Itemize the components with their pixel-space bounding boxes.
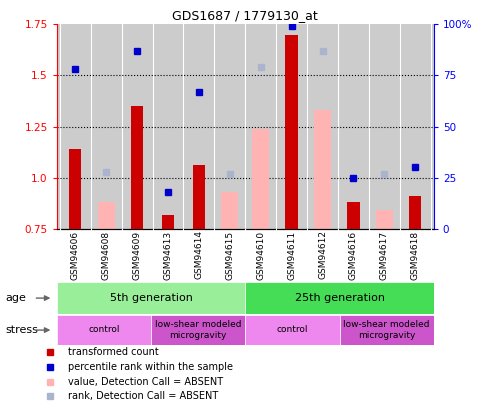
- Text: 25th generation: 25th generation: [294, 293, 385, 303]
- Bar: [98, 202, 115, 229]
- Bar: [221, 192, 238, 229]
- Bar: [57, 282, 245, 314]
- Text: control: control: [88, 325, 120, 335]
- Bar: [57, 315, 151, 345]
- Text: GSM94616: GSM94616: [349, 230, 358, 279]
- Text: low-shear modeled
microgravity: low-shear modeled microgravity: [155, 320, 242, 339]
- Text: GSM94614: GSM94614: [194, 230, 204, 279]
- Bar: [162, 215, 174, 229]
- Bar: [285, 34, 298, 229]
- Bar: [151, 315, 245, 345]
- Text: GSM94608: GSM94608: [102, 230, 110, 279]
- Text: GSM94609: GSM94609: [133, 230, 141, 279]
- Text: percentile rank within the sample: percentile rank within the sample: [68, 362, 233, 372]
- Text: stress: stress: [5, 325, 38, 335]
- Text: GSM94612: GSM94612: [318, 230, 327, 279]
- Text: GSM94606: GSM94606: [70, 230, 80, 279]
- Bar: [252, 129, 269, 229]
- Bar: [131, 106, 143, 229]
- Text: age: age: [5, 293, 26, 303]
- Bar: [69, 149, 81, 229]
- Text: rank, Detection Call = ABSENT: rank, Detection Call = ABSENT: [68, 391, 218, 401]
- Bar: [245, 282, 434, 314]
- Text: low-shear modeled
microgravity: low-shear modeled microgravity: [344, 320, 430, 339]
- Bar: [409, 196, 422, 229]
- Text: GSM94611: GSM94611: [287, 230, 296, 279]
- Text: control: control: [277, 325, 308, 335]
- Text: 5th generation: 5th generation: [109, 293, 192, 303]
- Text: GSM94613: GSM94613: [164, 230, 173, 279]
- Text: GSM94618: GSM94618: [411, 230, 420, 279]
- Bar: [314, 110, 331, 229]
- Title: GDS1687 / 1779130_at: GDS1687 / 1779130_at: [173, 9, 318, 22]
- Bar: [193, 165, 205, 229]
- Bar: [245, 315, 340, 345]
- Text: GSM94615: GSM94615: [225, 230, 234, 279]
- Bar: [376, 211, 393, 229]
- Text: GSM94610: GSM94610: [256, 230, 265, 279]
- Text: GSM94617: GSM94617: [380, 230, 389, 279]
- Bar: [347, 202, 360, 229]
- Text: transformed count: transformed count: [68, 347, 158, 357]
- Text: value, Detection Call = ABSENT: value, Detection Call = ABSENT: [68, 377, 223, 387]
- Bar: [340, 315, 434, 345]
